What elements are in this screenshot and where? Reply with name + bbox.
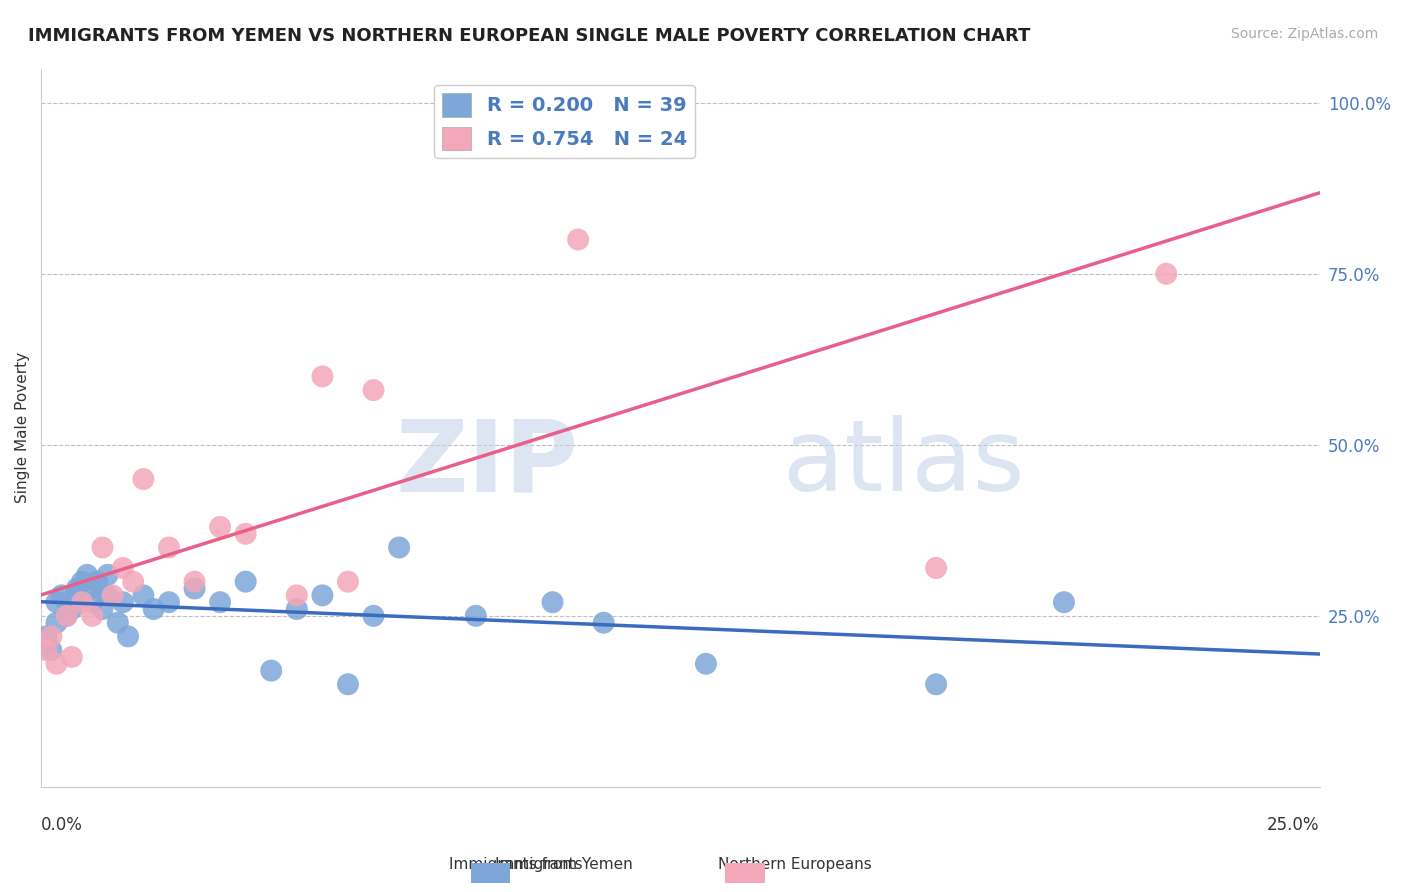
Point [51, 588, 73, 602]
Point [183, 574, 205, 589]
Text: Source: ZipAtlas.com: Source: ZipAtlas.com [1230, 27, 1378, 41]
Point [132, 472, 155, 486]
Point [55, 595, 77, 609]
Point [311, 369, 333, 384]
Point [285, 602, 308, 616]
Text: 0.0%: 0.0% [41, 815, 83, 834]
Point [209, 520, 232, 534]
Point [101, 588, 124, 602]
Point [86, 574, 108, 589]
Point [107, 615, 129, 630]
Point [311, 588, 333, 602]
Point [82, 595, 104, 609]
Point [55, 608, 77, 623]
Point [117, 629, 139, 643]
Point [336, 574, 359, 589]
Y-axis label: Single Male Poverty: Single Male Poverty [15, 352, 30, 503]
Point [41, 629, 63, 643]
Point [70, 595, 93, 609]
Point [157, 595, 180, 609]
Point [122, 574, 145, 589]
Point [336, 677, 359, 691]
Point [1154, 267, 1177, 281]
Point [35, 643, 58, 657]
Point [45, 615, 67, 630]
Point [183, 582, 205, 596]
Point [66, 588, 89, 602]
Point [60, 649, 83, 664]
Point [111, 561, 134, 575]
Point [97, 588, 120, 602]
Point [285, 588, 308, 602]
Point [82, 582, 104, 596]
Point [235, 526, 257, 541]
Point [91, 541, 114, 555]
Point [91, 602, 114, 616]
Point [35, 629, 58, 643]
Point [363, 383, 385, 397]
Point [388, 541, 411, 555]
Text: Immigrants: Immigrants [495, 857, 588, 872]
Point [60, 602, 83, 616]
Point [76, 567, 98, 582]
Point [363, 608, 385, 623]
Point [541, 595, 564, 609]
Text: Immigrants from Yemen: Immigrants from Yemen [450, 857, 633, 872]
Text: atlas: atlas [783, 415, 1025, 512]
Point [209, 595, 232, 609]
Point [592, 615, 614, 630]
Point [567, 233, 589, 247]
Point [235, 574, 257, 589]
Legend: R = 0.200   N = 39, R = 0.754   N = 24: R = 0.200 N = 39, R = 0.754 N = 24 [434, 86, 695, 158]
Text: 25.0%: 25.0% [1267, 815, 1320, 834]
Text: ZIP: ZIP [395, 415, 578, 512]
Point [45, 657, 67, 671]
Point [82, 608, 104, 623]
Point [157, 541, 180, 555]
Point [695, 657, 717, 671]
Point [925, 561, 948, 575]
Text: Northern Europeans: Northern Europeans [717, 857, 872, 872]
Point [55, 608, 77, 623]
Point [66, 582, 89, 596]
Point [491, 130, 513, 145]
Point [45, 595, 67, 609]
Point [142, 602, 165, 616]
Point [1053, 595, 1076, 609]
Point [70, 574, 93, 589]
Point [464, 608, 486, 623]
Point [41, 643, 63, 657]
Point [260, 664, 283, 678]
Point [111, 595, 134, 609]
Point [97, 567, 120, 582]
Point [925, 677, 948, 691]
Text: IMMIGRANTS FROM YEMEN VS NORTHERN EUROPEAN SINGLE MALE POVERTY CORRELATION CHART: IMMIGRANTS FROM YEMEN VS NORTHERN EUROPE… [28, 27, 1031, 45]
Point [132, 588, 155, 602]
